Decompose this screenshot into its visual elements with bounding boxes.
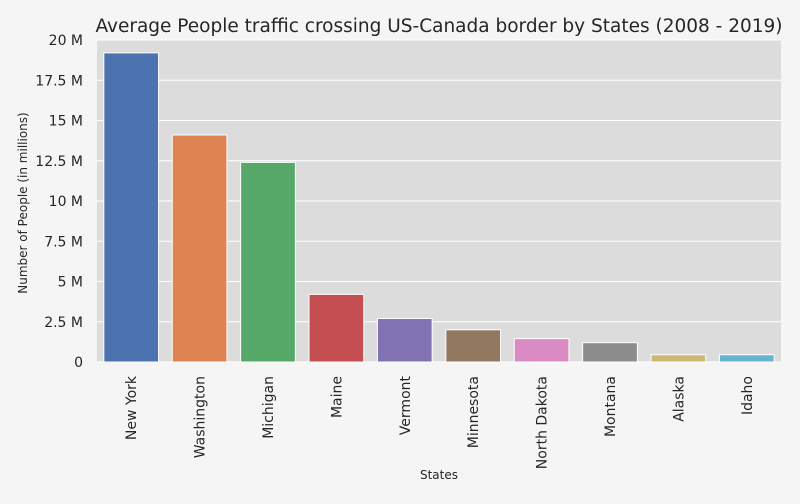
chart-title: Average People traffic crossing US-Canad…	[95, 16, 782, 37]
bar-north-dakota	[513, 338, 570, 363]
bar-michigan	[240, 161, 296, 363]
bar-vermont	[376, 318, 433, 363]
y-tick-label: 0	[74, 355, 83, 371]
y-tick-label: 12.5 M	[35, 154, 83, 170]
y-axis-label: Number of People (in millions)	[16, 112, 30, 293]
bar-new-york	[103, 52, 160, 363]
y-tick-label: 7.5 M	[44, 234, 83, 250]
y-tick-label: 10 M	[49, 194, 83, 210]
x-axis-ticks: New York Washington Michigan Maine Vermont Mi…	[124, 375, 756, 469]
x-tick-label: Idaho	[740, 376, 756, 415]
x-axis-label: States	[420, 468, 458, 482]
bars	[103, 52, 775, 363]
bar-idaho	[718, 354, 775, 363]
x-tick-label: New York	[124, 375, 140, 440]
y-tick-label: 5 M	[58, 275, 83, 291]
x-tick-label: Montana	[603, 376, 619, 437]
x-tick-label: Minnesota	[466, 376, 482, 448]
x-tick-label: Alaska	[671, 376, 687, 422]
x-tick-label: Maine	[329, 376, 345, 418]
x-tick-label: Washington	[193, 376, 209, 458]
x-tick-label: Vermont	[398, 375, 414, 435]
bar-alaska	[650, 354, 707, 363]
y-tick-label: 17.5 M	[35, 73, 83, 89]
bar-maine	[308, 293, 365, 363]
x-tick-label: Michigan	[261, 376, 277, 439]
x-tick-label: North Dakota	[535, 376, 551, 469]
y-tick-label: 15 M	[49, 114, 83, 130]
bar-minnesota	[445, 329, 502, 363]
y-tick-label: 2.5 M	[44, 315, 83, 331]
y-tick-label: 20 M	[49, 33, 83, 49]
bar-montana	[582, 342, 638, 363]
bar-washington	[171, 134, 228, 363]
y-axis-ticks: 0 2.5 M 5 M 7.5 M 10 M 12.5 M 15 M 17.5 M 20 M	[35, 33, 83, 371]
